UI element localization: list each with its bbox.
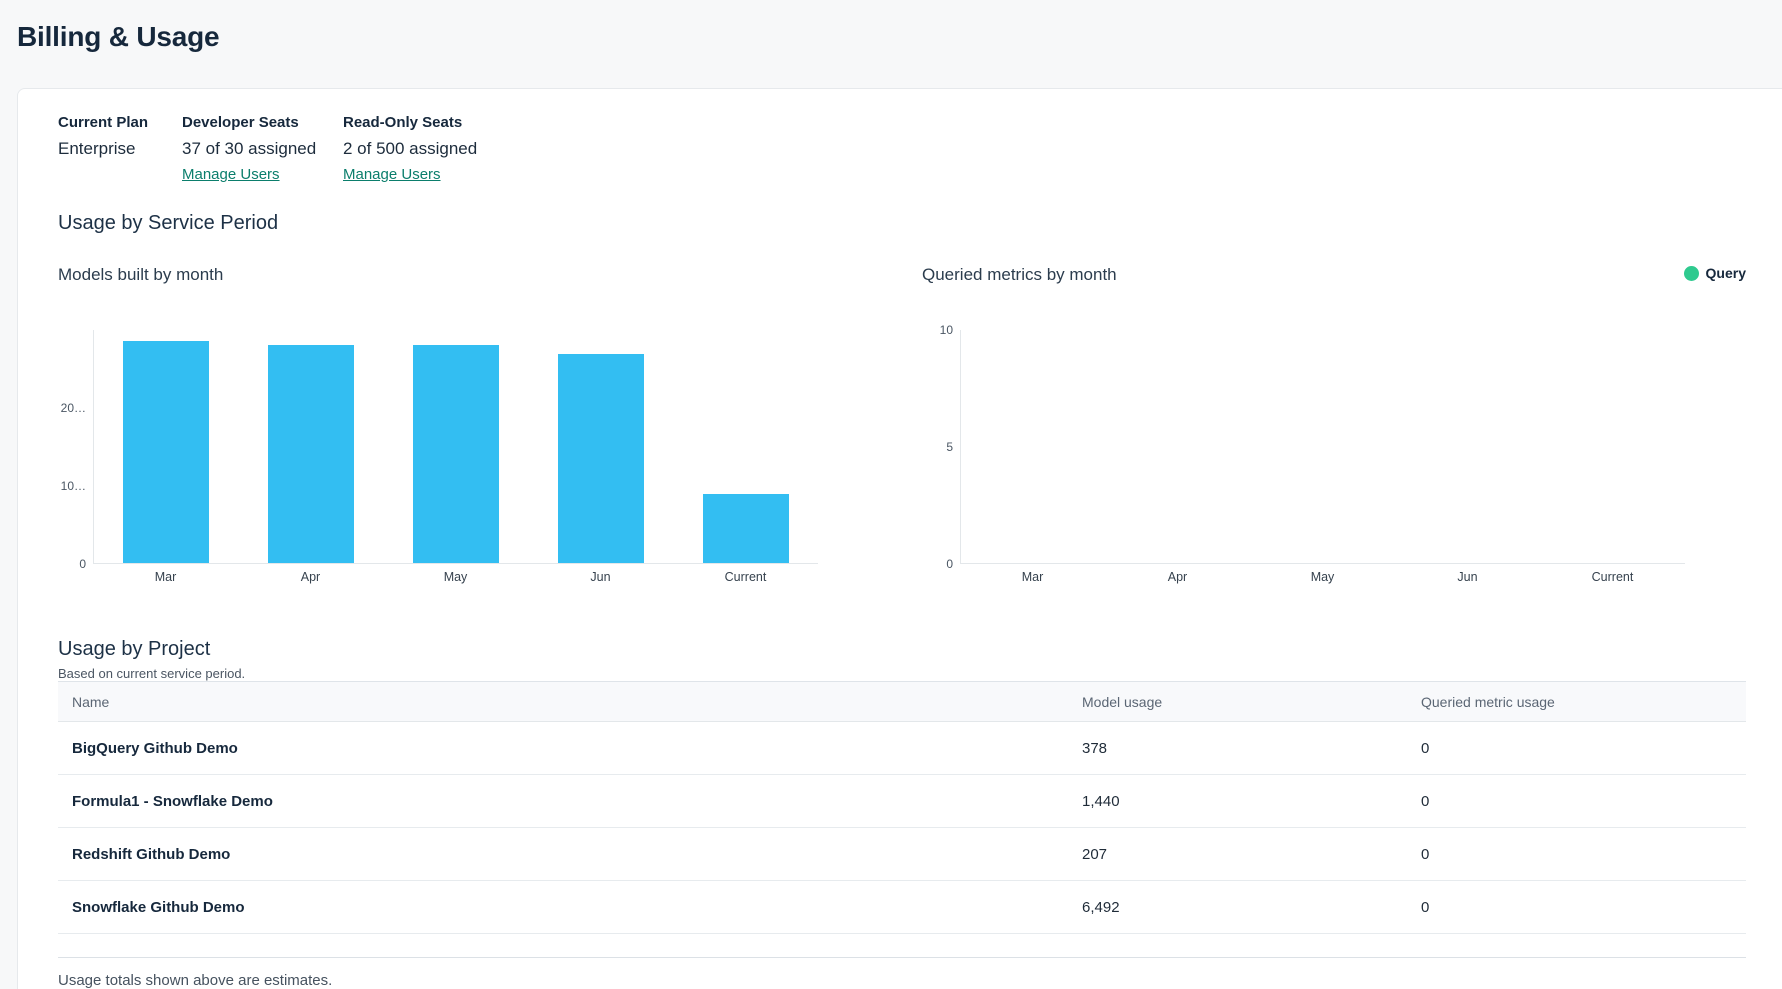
y-axis-tick-label: 10	[939, 323, 953, 337]
model-usage-cell: 6,492	[1068, 880, 1407, 934]
queried-chart-x-axis: Mar Apr May Jun Current	[960, 570, 1685, 585]
y-axis-tick-label: 0	[946, 557, 953, 571]
usage-by-project-subtitle: Based on current service period.	[58, 666, 246, 681]
table-row: Redshift Github Demo 207 0	[58, 827, 1746, 881]
bar-may	[413, 345, 499, 563]
readonly-seats-label: Read-Only Seats	[343, 114, 463, 131]
queried-metric-usage-cell: 0	[1407, 827, 1746, 881]
usage-by-service-period-title: Usage by Service Period	[58, 212, 279, 234]
table-row: Formula1 - Snowflake Demo 1,440 0	[58, 774, 1746, 828]
billing-card: Current Plan Enterprise Developer Seats …	[17, 88, 1782, 989]
x-axis-tick-label: Jun	[590, 570, 611, 584]
column-header-queried-metric-usage: Queried metric usage	[1421, 693, 1555, 710]
manage-users-link-developer[interactable]: Manage Users	[182, 166, 280, 183]
model-usage-cell: 1,440	[1068, 774, 1407, 828]
page-title: Billing & Usage	[17, 21, 220, 52]
current-plan-label: Current Plan	[58, 114, 149, 131]
project-name-cell: Redshift Github Demo	[58, 827, 1068, 881]
bar-jun	[557, 354, 644, 563]
models-chart-plot	[93, 330, 818, 564]
legend-label-query: Query	[1705, 265, 1746, 281]
models-built-chart-title: Models built by month	[58, 265, 224, 284]
developer-seats-label: Developer Seats	[182, 114, 299, 131]
usage-estimates-footnote: Usage totals shown above are estimates.	[58, 972, 333, 989]
bar-mar	[123, 341, 210, 563]
table-bottom-strip	[58, 934, 1746, 958]
x-axis-tick-label: Jun	[1457, 570, 1478, 584]
models-built-chart: Models built by month 0 10… 20… Mar Apr May J…	[58, 265, 818, 585]
readonly-seats-block: Read-Only Seats 2 of 500 assigned Manage…	[343, 114, 477, 184]
x-axis-tick-label: Apr	[1167, 570, 1188, 584]
models-chart-x-axis: Mar Apr May Jun Current	[93, 570, 818, 585]
model-usage-cell: 378	[1068, 721, 1407, 775]
readonly-seats-value: 2 of 500 assigned	[343, 139, 478, 158]
bar-current	[702, 494, 789, 563]
chart-legend: Query	[1683, 265, 1746, 281]
column-header-model-usage: Model usage	[1082, 693, 1163, 710]
model-usage-cell: 207	[1068, 827, 1407, 881]
queried-metric-usage-cell: 0	[1407, 721, 1746, 775]
x-axis-tick-label: May	[1310, 570, 1335, 584]
current-plan-value: Enterprise	[58, 139, 136, 158]
queried-metric-usage-cell: 0	[1407, 774, 1746, 828]
x-axis-tick-label: Mar	[1021, 570, 1044, 584]
developer-seats-value: 37 of 30 assigned	[182, 139, 317, 158]
y-axis-tick-label: 0	[79, 557, 86, 571]
x-axis-tick-label: Mar	[154, 570, 177, 584]
y-axis-tick-label: 10…	[60, 479, 86, 493]
project-name-cell: Snowflake Github Demo	[58, 880, 1068, 934]
queried-metrics-chart: Queried metrics by month Query 0 5 10 Mar A…	[922, 265, 1746, 585]
project-name-cell: Formula1 - Snowflake Demo	[58, 774, 1068, 828]
queried-chart-y-axis: 0 5 10	[922, 323, 960, 571]
models-chart-y-axis: 0 10… 20…	[58, 330, 93, 571]
column-header-name: Name	[72, 693, 110, 710]
legend-dot-query	[1683, 265, 1699, 281]
x-axis-tick-label: Current	[724, 570, 767, 584]
y-axis-tick-label: 20…	[60, 401, 86, 415]
table-header-row: Name Model usage Queried metric usage	[58, 681, 1746, 722]
plan-summary-row: Current Plan Enterprise Developer Seats …	[58, 114, 1746, 184]
y-axis-tick-label: 5	[946, 440, 953, 454]
queried-metrics-chart-title: Queried metrics by month	[922, 265, 1117, 284]
queried-metric-usage-cell: 0	[1407, 880, 1746, 934]
table-row: Snowflake Github Demo 6,492 0	[58, 880, 1746, 934]
page-header: Billing & Usage	[0, 0, 1782, 53]
table-row: BigQuery Github Demo 378 0	[58, 721, 1746, 775]
queried-chart-plot	[960, 330, 1685, 564]
usage-by-project-table: Name Model usage Queried metric usage Bi…	[58, 681, 1746, 934]
manage-users-link-readonly[interactable]: Manage Users	[343, 166, 441, 183]
current-plan-block: Current Plan Enterprise	[58, 114, 182, 184]
x-axis-tick-label: Current	[1591, 570, 1634, 584]
x-axis-tick-label: May	[443, 570, 468, 584]
charts-row: Models built by month 0 10… 20… Mar Apr May J…	[58, 265, 1746, 585]
usage-by-project-title: Usage by Project	[58, 638, 211, 660]
developer-seats-block: Developer Seats 37 of 30 assigned Manage…	[182, 114, 343, 184]
bar-apr	[268, 345, 355, 563]
project-name-cell: BigQuery Github Demo	[58, 721, 1068, 775]
x-axis-tick-label: Apr	[300, 570, 321, 584]
